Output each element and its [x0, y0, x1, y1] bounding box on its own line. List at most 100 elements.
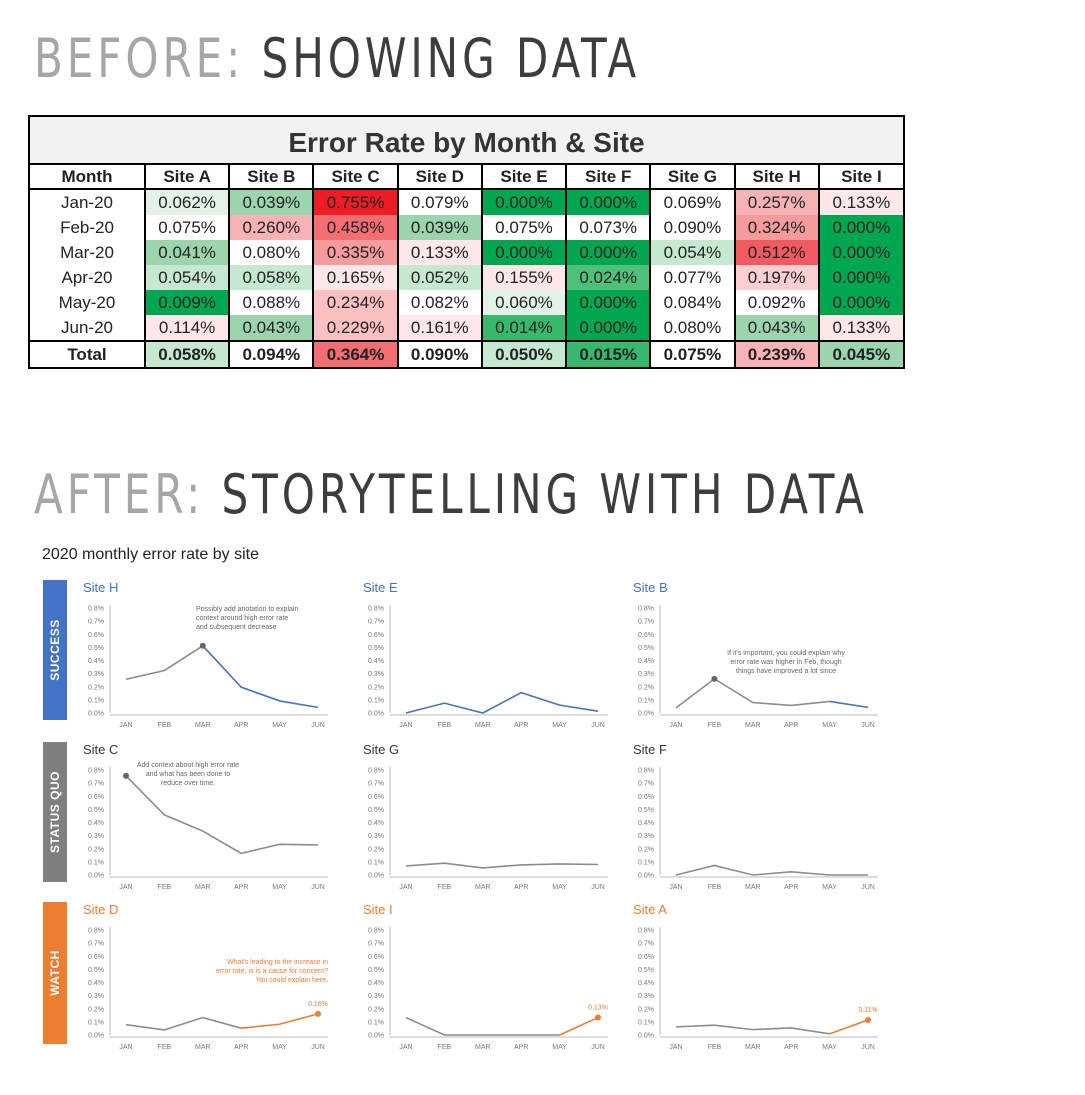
x-tick-label: APR	[234, 884, 248, 891]
panel-title: Site H	[83, 580, 118, 595]
x-tick-label: MAY	[272, 884, 287, 891]
table-cell: 0.114%	[143, 315, 230, 341]
panel-site-e: Site E 0.8% 0.7% 0.6% 0.5% 0.4% 0.3% 0.2% 0.1% 0.…	[363, 580, 608, 729]
table-cell: 0.024%	[565, 265, 651, 290]
column-header-site-d: Site D	[396, 165, 482, 190]
x-tick-label: APR	[234, 722, 248, 729]
column-header-site-f: Site F	[565, 165, 651, 190]
x-tick-label: MAR	[195, 884, 211, 891]
y-tick-label: 0.7%	[88, 941, 104, 948]
column-header-site-h: Site H	[733, 165, 819, 190]
panel-title: Site B	[633, 580, 668, 595]
y-tick-label: 0.0%	[88, 873, 104, 880]
table-cell: 0.075%	[143, 215, 230, 240]
table-cell: 0.512%	[733, 240, 819, 265]
x-tick-label: MAY	[272, 1044, 287, 1051]
y-tick-label: 0.4%	[638, 820, 654, 827]
series-line-context	[675, 1024, 830, 1035]
y-tick-label: 0.7%	[368, 941, 384, 948]
table-header-row: Month Site A Site B Site C Site D Site E Site …	[30, 165, 903, 190]
x-tick-label: MAR	[195, 722, 211, 729]
x-tick-label: APR	[784, 1044, 798, 1051]
y-tick-label: 0.5%	[638, 807, 654, 814]
panel-site-b: Site B 0.8% 0.7% 0.6% 0.5% 0.4% 0.3% 0.2% 0.1% 0.…	[633, 580, 878, 729]
annotation-text: and what has been done to	[146, 771, 231, 778]
table-cell: 0.043%	[733, 315, 819, 341]
panel-site-h: Site H 0.8% 0.7% 0.6% 0.5% 0.4% 0.3% 0.2% 0.1% 0.…	[83, 580, 328, 729]
end-value-label: 0.13%	[588, 1005, 608, 1012]
x-tick-label: MAR	[475, 1044, 491, 1051]
end-marker	[595, 1014, 601, 1021]
series-line-highlight	[241, 1013, 319, 1029]
table-cell: 0.000%	[565, 315, 651, 341]
small-multiples-title: 2020 monthly error rate by site	[42, 546, 259, 563]
x-tick-label: APR	[234, 1044, 248, 1051]
x-tick-label: JUN	[591, 722, 605, 729]
x-tick-label: JUN	[311, 1044, 325, 1051]
x-tick-label: JUN	[311, 884, 325, 891]
y-tick-label: 0.7%	[88, 619, 104, 626]
annotation-text: and subsequent decrease	[196, 624, 277, 631]
y-tick-label: 0.8%	[638, 606, 654, 613]
panel-site-a: Site A 0.8% 0.7% 0.6% 0.5% 0.4% 0.3% 0.2% 0.1% 0.…	[633, 902, 878, 1051]
x-tick-label: MAY	[552, 1044, 567, 1051]
y-tick-label: 0.6%	[368, 632, 384, 639]
x-tick-label: MAR	[745, 1044, 761, 1051]
peak-marker	[711, 675, 718, 682]
series-line-highlight	[829, 700, 869, 709]
panel-site-f: Site F 0.8% 0.7% 0.6% 0.5% 0.4% 0.3% 0.2% 0.1% 0.…	[633, 742, 878, 891]
y-tick-label: 0.5%	[368, 645, 384, 652]
column-header-month: Month	[30, 165, 145, 190]
table-cell: 0.257%	[733, 189, 819, 215]
y-tick-label: 0.3%	[368, 993, 384, 1000]
annotation-text: What's leading to the increase in	[227, 959, 328, 966]
annotation-text: error rate was higher in Feb, though	[730, 659, 841, 666]
series-line-context	[125, 1016, 242, 1031]
end-marker	[315, 1010, 321, 1017]
y-tick-label: 0.2%	[368, 684, 384, 691]
table-cell: 0.092%	[733, 290, 819, 315]
before-heading: BEFORE: SHOWING DATA	[34, 32, 640, 86]
after-title: STORYTELLING WITH DATA	[221, 463, 868, 526]
y-tick-label: 0.5%	[88, 645, 104, 652]
x-tick-label: JAN	[399, 1044, 412, 1051]
y-tick-label: 0.5%	[88, 807, 104, 814]
y-tick-label: 0.3%	[88, 671, 104, 678]
x-tick-label: MAR	[745, 722, 761, 729]
y-tick-label: 0.5%	[368, 807, 384, 814]
y-tick-label: 0.6%	[88, 632, 104, 639]
table-row: May-20 0.009% 0.088% 0.234% 0.082% 0.060% 0.00…	[30, 290, 903, 315]
table-cell: 0.094%	[228, 340, 314, 367]
x-tick-label: FEB	[708, 1044, 722, 1051]
x-tick-label: JUN	[591, 884, 605, 891]
table-cell: 0.050%	[480, 340, 567, 367]
y-tick-label: 0.0%	[368, 711, 384, 718]
y-tick-label: 0.2%	[638, 684, 654, 691]
table-cell: 0.039%	[228, 189, 314, 215]
y-tick-label: 0.7%	[638, 619, 654, 626]
y-tick-label: 0.0%	[88, 1033, 104, 1040]
x-tick-label: MAY	[552, 722, 567, 729]
table-cell: 0.000%	[480, 189, 567, 215]
table-cell: 0.133%	[396, 240, 482, 265]
table-cell: 0.000%	[817, 240, 903, 265]
series-line	[405, 691, 599, 714]
x-tick-label: FEB	[438, 884, 452, 891]
y-tick-label: 0.3%	[368, 833, 384, 840]
table-cell: 0.054%	[649, 240, 735, 265]
table-cell: 0.000%	[565, 189, 651, 215]
y-tick-label: 0.1%	[638, 1019, 654, 1026]
y-tick-label: 0.6%	[368, 794, 384, 801]
table-cell: 0.324%	[733, 215, 819, 240]
panel-site-d: Site D 0.8% 0.7% 0.6% 0.5% 0.4% 0.3% 0.2% 0.1% 0.…	[83, 902, 328, 1051]
y-tick-label: 0.2%	[88, 1006, 104, 1013]
panel-site-c: Site C 0.8% 0.7% 0.6% 0.5% 0.4% 0.3% 0.2% 0.1% 0.…	[83, 742, 328, 891]
table-cell: 0.080%	[228, 240, 314, 265]
series-line-context	[125, 645, 204, 681]
x-tick-label: MAR	[475, 722, 491, 729]
x-tick-label: MAR	[745, 884, 761, 891]
x-tick-label: MAY	[272, 722, 287, 729]
y-tick-label: 0.5%	[368, 967, 384, 974]
y-tick-label: 0.7%	[368, 781, 384, 788]
annotation-text: If it's important, you could explain why	[727, 650, 845, 657]
